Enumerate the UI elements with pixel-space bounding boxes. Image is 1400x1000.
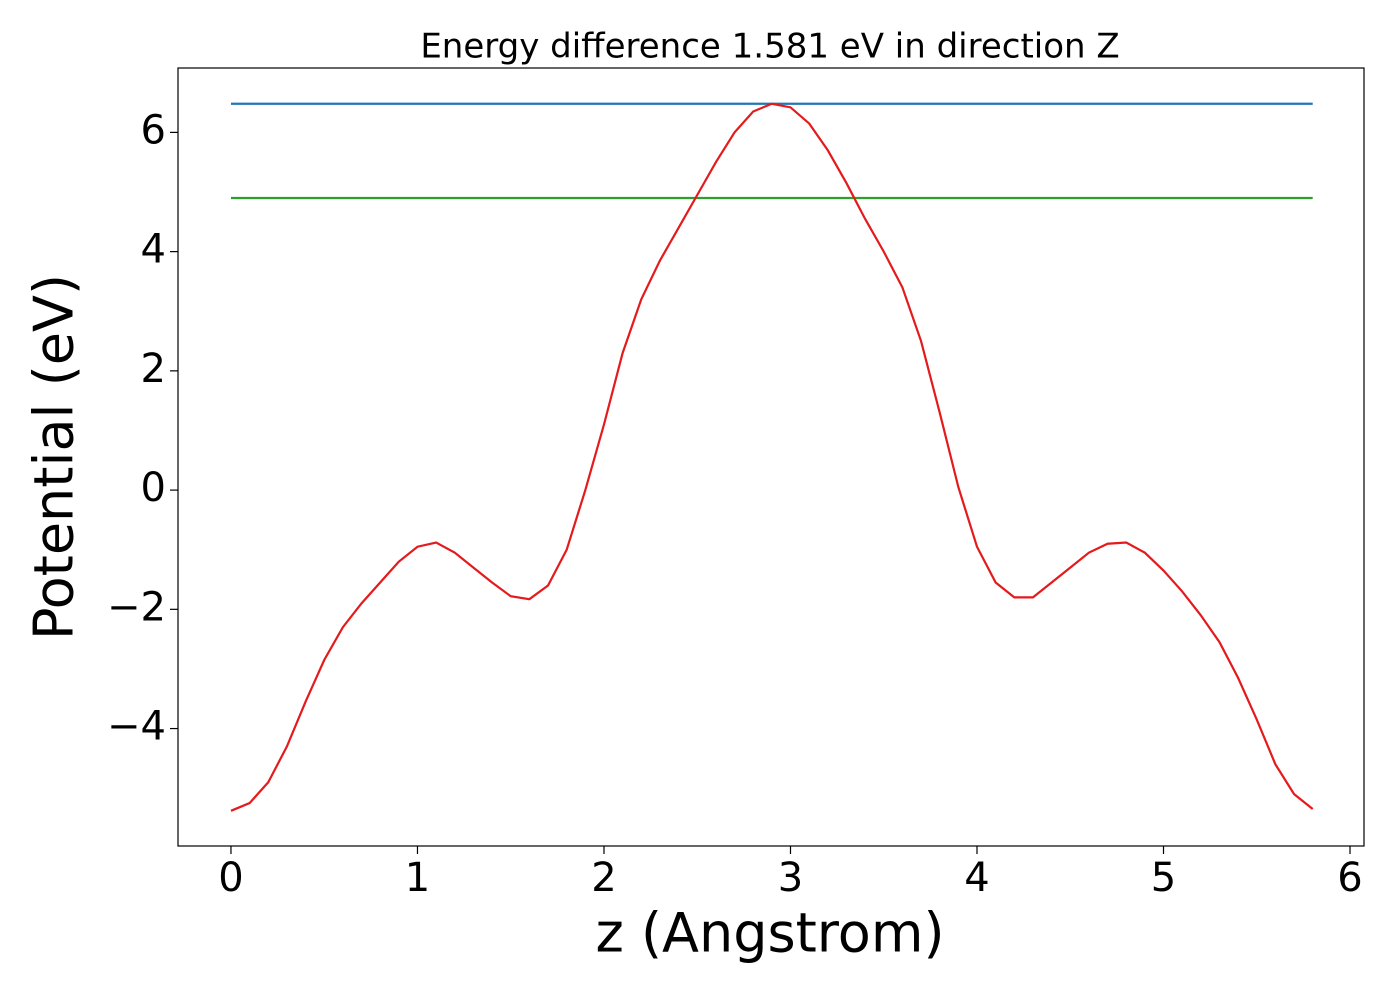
y-axis-label: Potential (eV) (23, 274, 86, 640)
plot-frame (177, 67, 1365, 847)
x-tick-label: 5 (1151, 855, 1176, 901)
y-tick-label: −4 (107, 704, 166, 750)
x-tick-label: 2 (591, 855, 616, 901)
x-tick-label: 6 (1337, 855, 1362, 901)
y-tick-label: 6 (141, 107, 166, 153)
x-tick-label: 4 (964, 855, 989, 901)
x-tick-label: 0 (218, 855, 243, 901)
series-line (230, 102, 1314, 812)
y-tick-label: 2 (141, 346, 166, 392)
chart-title: Energy difference 1.581 eV in direction … (420, 27, 1119, 67)
x-tick-label: 1 (405, 855, 430, 901)
y-tick-label: 4 (141, 227, 166, 273)
x-tick-label: 3 (778, 855, 803, 901)
y-tick-label: 0 (141, 465, 166, 511)
x-axis-label: z (Angstrom) (595, 902, 944, 965)
y-tick-label: −2 (107, 584, 166, 630)
